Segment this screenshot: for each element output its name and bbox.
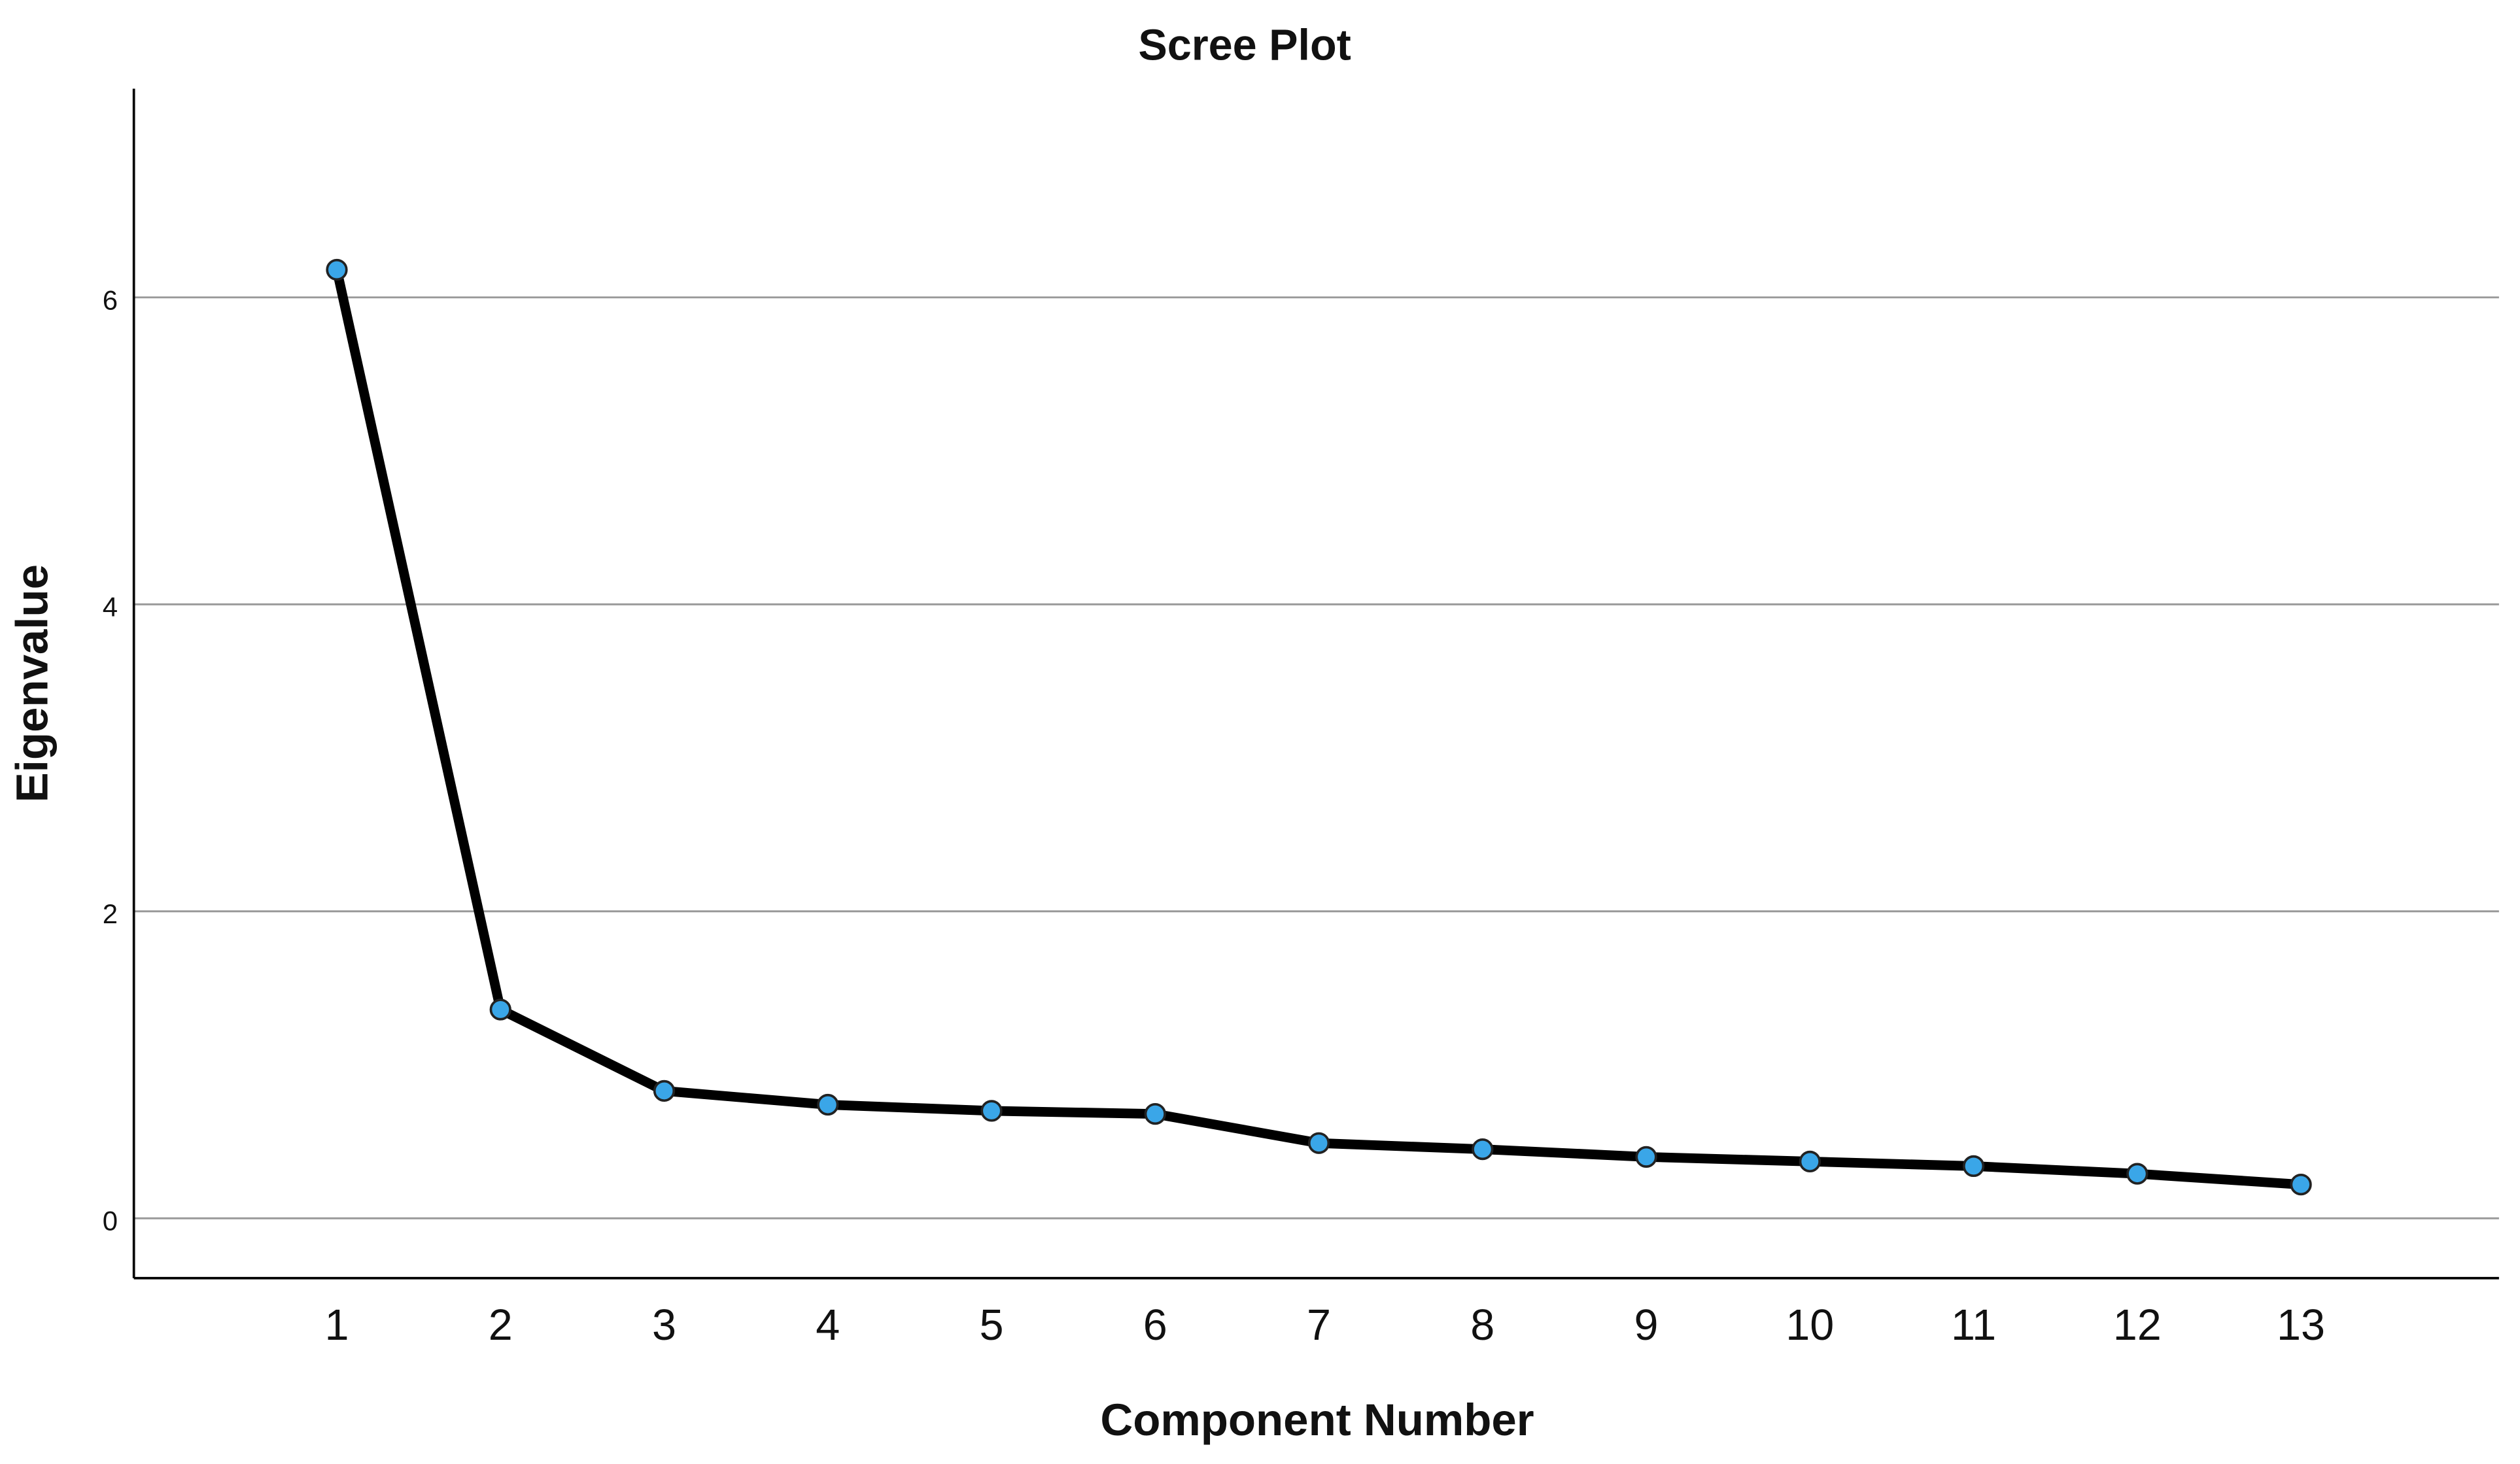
x-tick-label: 13	[2277, 1301, 2325, 1350]
x-tick-label: 5	[980, 1301, 1004, 1350]
data-point	[326, 258, 348, 281]
x-tick-label: 7	[1307, 1301, 1331, 1350]
y-tick-label: 0	[103, 1206, 118, 1236]
data-point	[2126, 1163, 2149, 1185]
data-point	[817, 1093, 839, 1116]
x-tick-label: 8	[1470, 1301, 1494, 1350]
x-tick-label: 12	[2113, 1301, 2162, 1350]
data-point	[653, 1080, 676, 1102]
data-point	[1472, 1138, 1494, 1161]
x-tick-label: 2	[489, 1301, 513, 1350]
x-tick-label: 10	[1786, 1301, 1834, 1350]
data-point	[489, 998, 511, 1021]
y-tick-label: 2	[103, 898, 118, 929]
x-axis-label: Component Number	[1100, 1395, 1534, 1445]
y-tick-label: 6	[103, 284, 118, 315]
y-axis-label: Eigenvalue	[7, 564, 58, 802]
chart-title: Scree Plot	[1138, 22, 1351, 70]
data-point	[1962, 1155, 1985, 1178]
x-tick-label: 11	[1951, 1301, 1996, 1350]
data-point	[1307, 1132, 1330, 1154]
x-tick-label: 9	[1634, 1301, 1659, 1350]
data-point	[1635, 1146, 1657, 1168]
plot-area	[326, 258, 2312, 1196]
data-point	[2290, 1173, 2312, 1196]
data-point	[1799, 1150, 1821, 1173]
x-tick-label: 1	[324, 1301, 349, 1350]
x-tick-label: 4	[816, 1301, 840, 1350]
data-point	[980, 1100, 1003, 1122]
x-tick-label: 6	[1143, 1301, 1167, 1350]
data-point	[1144, 1102, 1166, 1125]
x-tick-label: 3	[652, 1301, 676, 1350]
y-tick-label: 4	[103, 592, 118, 622]
